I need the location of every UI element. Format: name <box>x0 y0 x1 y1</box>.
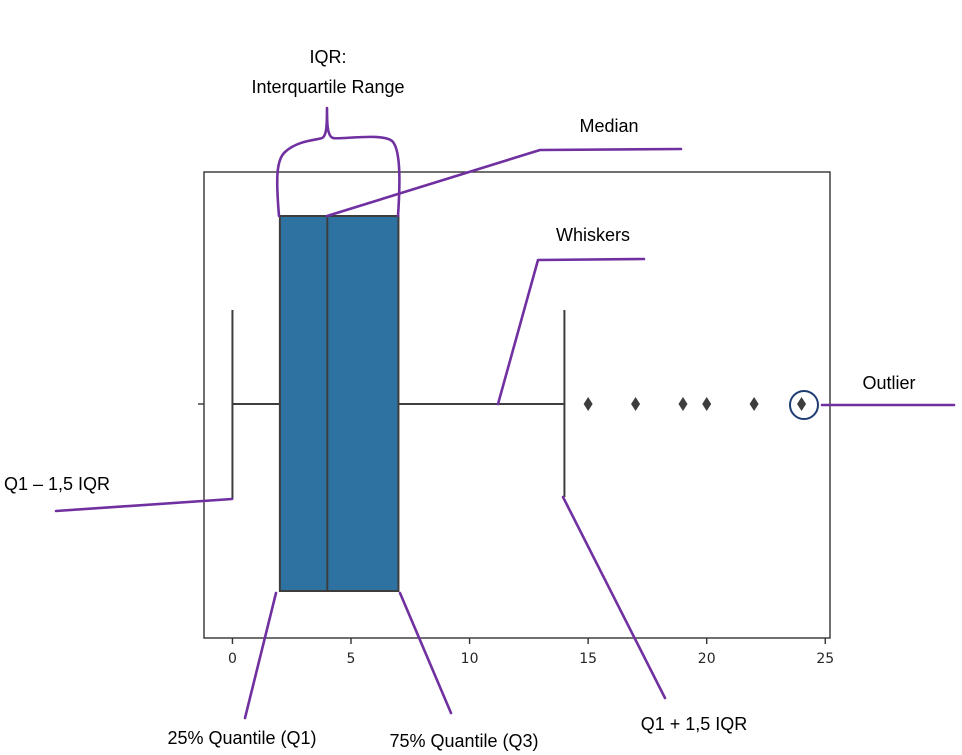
x-tick-label: 5 <box>347 651 356 667</box>
whiskers-label: Whiskers <box>556 225 630 245</box>
q1-quantile-label: 25% Quantile (Q1) <box>167 728 316 748</box>
q3-callout-line <box>398 591 453 715</box>
x-tick-label: 10 <box>461 651 479 667</box>
q3-quantile-label: 75% Quantile (Q3) <box>389 731 538 751</box>
outlier-highlight-circle <box>789 390 819 420</box>
whiskers-callout-line <box>496 257 646 406</box>
x-tick-label: 0 <box>228 651 237 667</box>
lower-fence-label: Q1 – 1,5 IQR <box>4 474 110 494</box>
upper-fence-label: Q1 + 1,5 IQR <box>641 714 748 734</box>
outlier-label: Outlier <box>862 373 915 393</box>
lower-fence-callout-line <box>54 497 234 513</box>
iqr-label-line1: IQR: <box>309 47 346 67</box>
upper-fence-callout-line <box>561 495 667 700</box>
outlier-point <box>678 397 688 411</box>
iqr-brace <box>275 106 401 218</box>
x-tick-label: 25 <box>816 651 834 667</box>
x-tick-label: 20 <box>698 651 716 667</box>
outlier-point <box>797 397 807 411</box>
q1-callout-line <box>243 591 278 720</box>
x-tick-label: 15 <box>579 651 597 667</box>
median-label: Median <box>579 116 638 136</box>
annotation-lines <box>54 106 956 720</box>
outlier-points <box>583 397 807 411</box>
iqr-label-line2: Interquartile Range <box>251 77 404 97</box>
outlier-point <box>631 397 641 411</box>
x-axis-ticks: 0 5 10 15 20 25 <box>228 638 834 667</box>
median-callout-line <box>325 147 683 218</box>
iqr-box <box>278 215 400 592</box>
outlier-point <box>702 397 712 411</box>
outlier-point <box>749 397 759 411</box>
outlier-point <box>583 397 593 411</box>
